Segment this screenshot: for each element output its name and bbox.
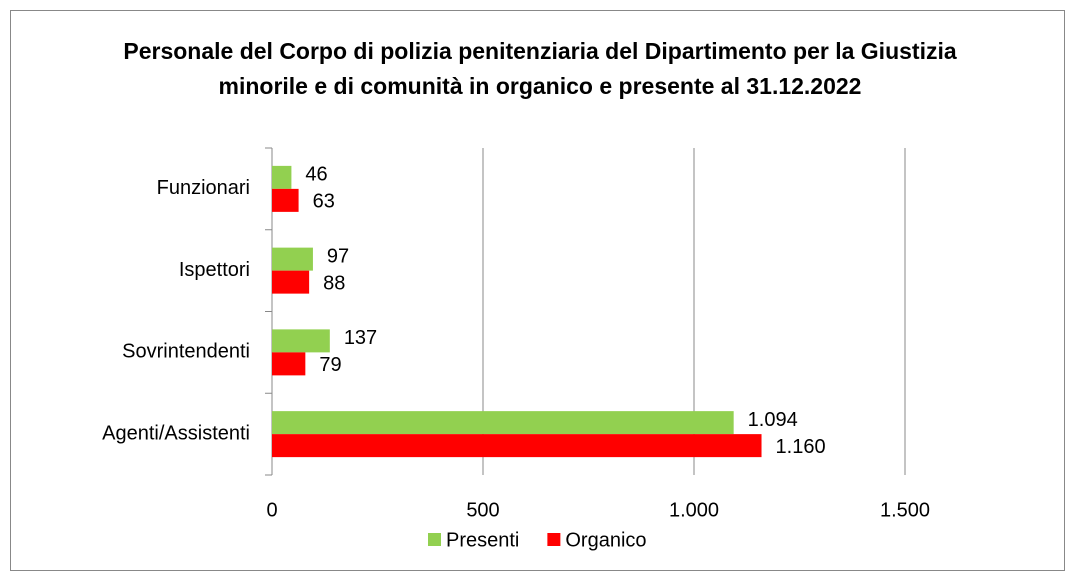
bar [272, 165, 292, 189]
bar [272, 352, 306, 376]
y-tick-label: Sovrintendenti [122, 341, 250, 363]
legend-swatch [547, 533, 561, 546]
x-tick-label: 1.500 [880, 499, 930, 521]
y-tick-label: Agenti/Assistenti [102, 422, 250, 444]
legend-label: Presenti [446, 529, 519, 551]
legend-label: Organico [565, 529, 646, 551]
bar [272, 434, 762, 458]
y-tick-label: Ispettori [179, 259, 250, 281]
legend-swatch [428, 533, 441, 546]
y-tick-label: Funzionari [157, 177, 250, 199]
x-tick-label: 500 [466, 499, 499, 521]
chart-title: Personale del Corpo di polizia penitenzi… [123, 38, 957, 99]
data-label: 137 [344, 327, 377, 349]
data-label: 97 [327, 245, 349, 267]
chart-border [10, 10, 1065, 571]
x-tick-label: 0 [266, 499, 277, 521]
data-label: 1.160 [776, 436, 826, 458]
bar [272, 188, 299, 212]
x-tick-label: 1.000 [669, 499, 719, 521]
bar [272, 247, 313, 271]
bar [272, 329, 330, 353]
data-label: 63 [313, 191, 335, 213]
bar [272, 270, 310, 294]
data-label: 88 [323, 272, 345, 294]
data-label: 79 [319, 354, 341, 376]
bar [272, 411, 734, 435]
data-label: 1.094 [748, 409, 798, 431]
data-label: 46 [305, 164, 327, 186]
